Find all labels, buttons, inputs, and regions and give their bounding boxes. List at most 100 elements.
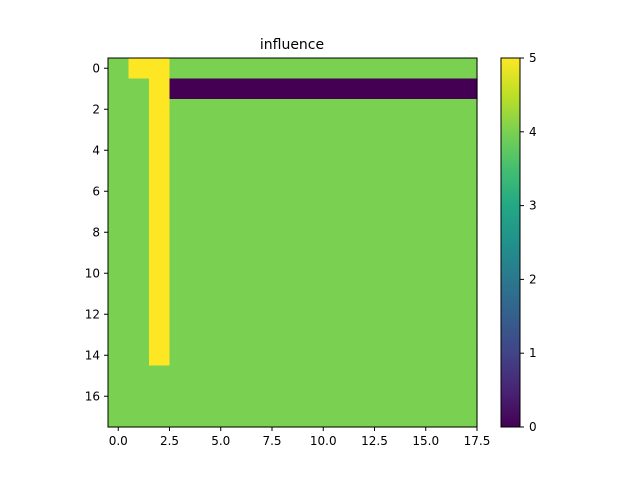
heatmap-cell <box>128 140 150 162</box>
heatmap-cell <box>108 406 130 428</box>
heatmap-cell <box>231 345 253 367</box>
heatmap-cell <box>354 386 376 408</box>
heatmap-cell <box>231 160 253 182</box>
heatmap-cell <box>415 406 437 428</box>
colorbar-tick-label: 4 <box>529 125 537 139</box>
heatmap-cell <box>169 406 191 428</box>
heatmap-cell <box>190 78 212 100</box>
heatmap-cell <box>354 406 376 428</box>
heatmap-cell <box>149 283 171 305</box>
heatmap-cell <box>149 181 171 203</box>
heatmap-cell <box>313 222 335 244</box>
heatmap-cell <box>149 345 171 367</box>
heatmap-cell <box>190 222 212 244</box>
heatmap-cell <box>210 99 232 121</box>
heatmap-cell <box>456 140 478 162</box>
heatmap-cell <box>190 263 212 285</box>
heatmap-cell <box>292 386 314 408</box>
heatmap-cell <box>333 406 355 428</box>
heatmap-cell <box>292 78 314 100</box>
heatmap-cell <box>128 58 150 80</box>
heatmap-cell <box>128 283 150 305</box>
heatmap-cell <box>456 181 478 203</box>
heatmap-cell <box>149 58 171 80</box>
x-tick-label: 15.0 <box>412 434 439 448</box>
heatmap-cell <box>149 263 171 285</box>
heatmap-cell <box>108 58 130 80</box>
heatmap-cell <box>231 365 253 387</box>
heatmap-cell <box>395 99 417 121</box>
heatmap-cell <box>354 201 376 223</box>
heatmap-cell <box>374 304 396 326</box>
heatmap-cell <box>313 304 335 326</box>
heatmap-cell <box>292 263 314 285</box>
heatmap-cell <box>374 222 396 244</box>
heatmap-cell <box>374 58 396 80</box>
heatmap-cell <box>190 304 212 326</box>
heatmap-cell <box>149 324 171 346</box>
heatmap-cell <box>436 365 458 387</box>
heatmap-cell <box>354 365 376 387</box>
heatmap-cell <box>395 324 417 346</box>
heatmap-cell <box>415 181 437 203</box>
heatmap-cell <box>190 345 212 367</box>
heatmap-cell <box>415 283 437 305</box>
x-axis: 0.0 2.5 5.0 7.5 10.0 12.5 15.0 17.5 <box>109 427 490 448</box>
heatmap-cell <box>169 222 191 244</box>
heatmap-cell <box>128 406 150 428</box>
heatmap-cell <box>231 406 253 428</box>
heatmap-cell <box>272 119 294 141</box>
heatmap-cell <box>456 283 478 305</box>
heatmap-cell <box>169 58 191 80</box>
y-tick-label: 16 <box>85 389 100 403</box>
heatmap-cell <box>272 242 294 264</box>
heatmap-cell <box>190 283 212 305</box>
heatmap-cell <box>395 119 417 141</box>
heatmap-cell <box>231 283 253 305</box>
heatmap-cells <box>108 58 478 428</box>
heatmap-cell <box>333 263 355 285</box>
heatmap-cell <box>190 324 212 346</box>
heatmap-cell <box>149 140 171 162</box>
y-tick-label: 2 <box>92 102 100 116</box>
heatmap-cell <box>210 58 232 80</box>
heatmap-cell <box>313 119 335 141</box>
heatmap-cell <box>128 160 150 182</box>
heatmap-cell <box>108 160 130 182</box>
heatmap-cell <box>333 324 355 346</box>
heatmap-cell <box>456 345 478 367</box>
heatmap-cell <box>190 201 212 223</box>
x-tick-label: 0.0 <box>109 434 128 448</box>
heatmap-cell <box>436 304 458 326</box>
heatmap-cell <box>354 324 376 346</box>
heatmap-cell <box>436 58 458 80</box>
heatmap-cell <box>190 119 212 141</box>
heatmap-cell <box>169 201 191 223</box>
heatmap-cell <box>292 406 314 428</box>
heatmap-cell <box>231 222 253 244</box>
heatmap-cell <box>436 406 458 428</box>
heatmap-cell <box>190 406 212 428</box>
heatmap-cell <box>169 365 191 387</box>
heatmap-cell <box>354 99 376 121</box>
heatmap-cell <box>333 140 355 162</box>
heatmap-cell <box>415 386 437 408</box>
heatmap-cell <box>374 406 396 428</box>
heatmap-cell <box>190 99 212 121</box>
heatmap-cell <box>169 304 191 326</box>
heatmap-cell <box>169 99 191 121</box>
heatmap-cell <box>169 140 191 162</box>
y-tick-label: 10 <box>85 266 100 280</box>
heatmap-cell <box>415 140 437 162</box>
heatmap-cell <box>149 242 171 264</box>
heatmap-cell <box>231 304 253 326</box>
heatmap-cell <box>354 222 376 244</box>
heatmap-cell <box>354 283 376 305</box>
heatmap-cell <box>292 345 314 367</box>
heatmap-cell <box>292 119 314 141</box>
heatmap-cell <box>436 181 458 203</box>
heatmap-cell <box>210 242 232 264</box>
heatmap-cell <box>251 181 273 203</box>
heatmap-cell <box>436 78 458 100</box>
